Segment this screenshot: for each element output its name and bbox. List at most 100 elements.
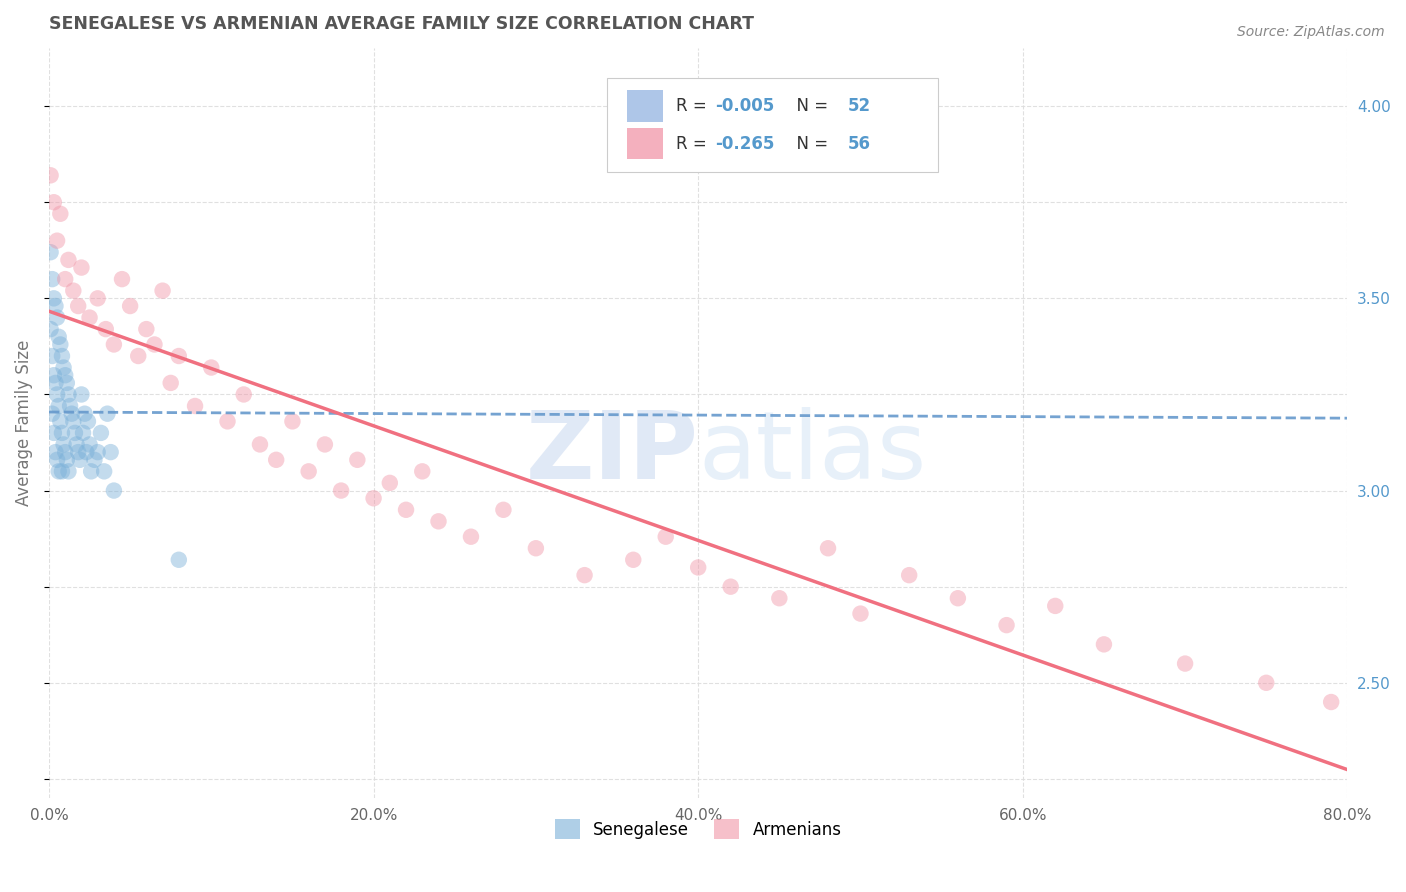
- Text: 52: 52: [848, 97, 870, 115]
- Point: [56, 452, 79, 467]
- Point: [49, 207, 72, 221]
- Point: [65, 437, 87, 451]
- Point: [75, 445, 97, 459]
- Point: [51, 425, 73, 440]
- Point: [363, 491, 385, 506]
- Text: N =: N =: [786, 97, 834, 115]
- Point: [167, 553, 190, 567]
- Point: [77, 414, 100, 428]
- Point: [63, 425, 86, 440]
- Point: [67, 445, 90, 459]
- Point: [200, 360, 222, 375]
- Point: [46, 452, 69, 467]
- Point: [217, 414, 239, 428]
- Point: [346, 452, 368, 467]
- Point: [135, 322, 157, 336]
- Point: [94, 322, 117, 336]
- Point: [42, 291, 65, 305]
- Point: [120, 299, 142, 313]
- Point: [44, 376, 66, 390]
- Point: [184, 399, 207, 413]
- Point: [51, 464, 73, 478]
- Point: [51, 349, 73, 363]
- Point: [42, 195, 65, 210]
- Point: [654, 530, 676, 544]
- Point: [39, 245, 62, 260]
- Point: [46, 234, 69, 248]
- Point: [898, 568, 921, 582]
- Point: [103, 337, 125, 351]
- Point: [768, 591, 790, 606]
- Point: [524, 541, 547, 556]
- Point: [42, 425, 65, 440]
- Point: [232, 387, 254, 401]
- Point: [59, 399, 82, 413]
- Y-axis label: Average Family Size: Average Family Size: [15, 340, 32, 507]
- Legend: Senegalese, Armenians: Senegalese, Armenians: [548, 813, 848, 846]
- Point: [46, 310, 69, 325]
- Text: ZIP: ZIP: [526, 408, 699, 500]
- Point: [52, 360, 75, 375]
- Point: [298, 464, 321, 478]
- Point: [39, 322, 62, 336]
- Point: [69, 452, 91, 467]
- Point: [1045, 599, 1067, 613]
- Point: [58, 464, 80, 478]
- Point: [79, 310, 101, 325]
- Point: [83, 452, 105, 467]
- Point: [79, 437, 101, 451]
- Point: [41, 407, 63, 421]
- FancyBboxPatch shape: [627, 90, 664, 122]
- Point: [159, 376, 181, 390]
- Text: -0.265: -0.265: [716, 135, 775, 153]
- Point: [849, 607, 872, 621]
- Point: [67, 299, 90, 313]
- FancyBboxPatch shape: [627, 128, 664, 160]
- Text: -0.005: -0.005: [716, 97, 775, 115]
- Point: [720, 580, 742, 594]
- Point: [460, 530, 482, 544]
- Point: [53, 272, 76, 286]
- Point: [73, 407, 96, 421]
- Point: [111, 272, 134, 286]
- Point: [39, 169, 62, 183]
- Point: [80, 464, 103, 478]
- Point: [86, 291, 108, 305]
- Point: [378, 475, 401, 490]
- Point: [411, 464, 433, 478]
- Point: [48, 464, 70, 478]
- Point: [395, 503, 418, 517]
- Point: [86, 445, 108, 459]
- Point: [621, 553, 644, 567]
- Point: [574, 568, 596, 582]
- Point: [44, 445, 66, 459]
- FancyBboxPatch shape: [607, 78, 938, 172]
- Text: SENEGALESE VS ARMENIAN AVERAGE FAMILY SIZE CORRELATION CHART: SENEGALESE VS ARMENIAN AVERAGE FAMILY SI…: [49, 15, 754, 33]
- Point: [330, 483, 353, 498]
- Point: [49, 414, 72, 428]
- Point: [817, 541, 839, 556]
- Point: [41, 349, 63, 363]
- Point: [1320, 695, 1343, 709]
- Point: [58, 387, 80, 401]
- Point: [62, 414, 84, 428]
- Point: [152, 284, 174, 298]
- Point: [72, 425, 94, 440]
- Point: [44, 299, 66, 313]
- Text: 56: 56: [848, 135, 870, 153]
- Point: [314, 437, 336, 451]
- Text: N =: N =: [786, 135, 834, 153]
- Point: [1174, 657, 1197, 671]
- Point: [52, 437, 75, 451]
- Point: [56, 376, 79, 390]
- Point: [70, 260, 93, 275]
- Point: [1256, 675, 1278, 690]
- Point: [62, 284, 84, 298]
- Point: [48, 330, 70, 344]
- Point: [281, 414, 304, 428]
- Point: [58, 252, 80, 267]
- Point: [70, 387, 93, 401]
- Point: [127, 349, 149, 363]
- Point: [60, 407, 83, 421]
- Point: [48, 399, 70, 413]
